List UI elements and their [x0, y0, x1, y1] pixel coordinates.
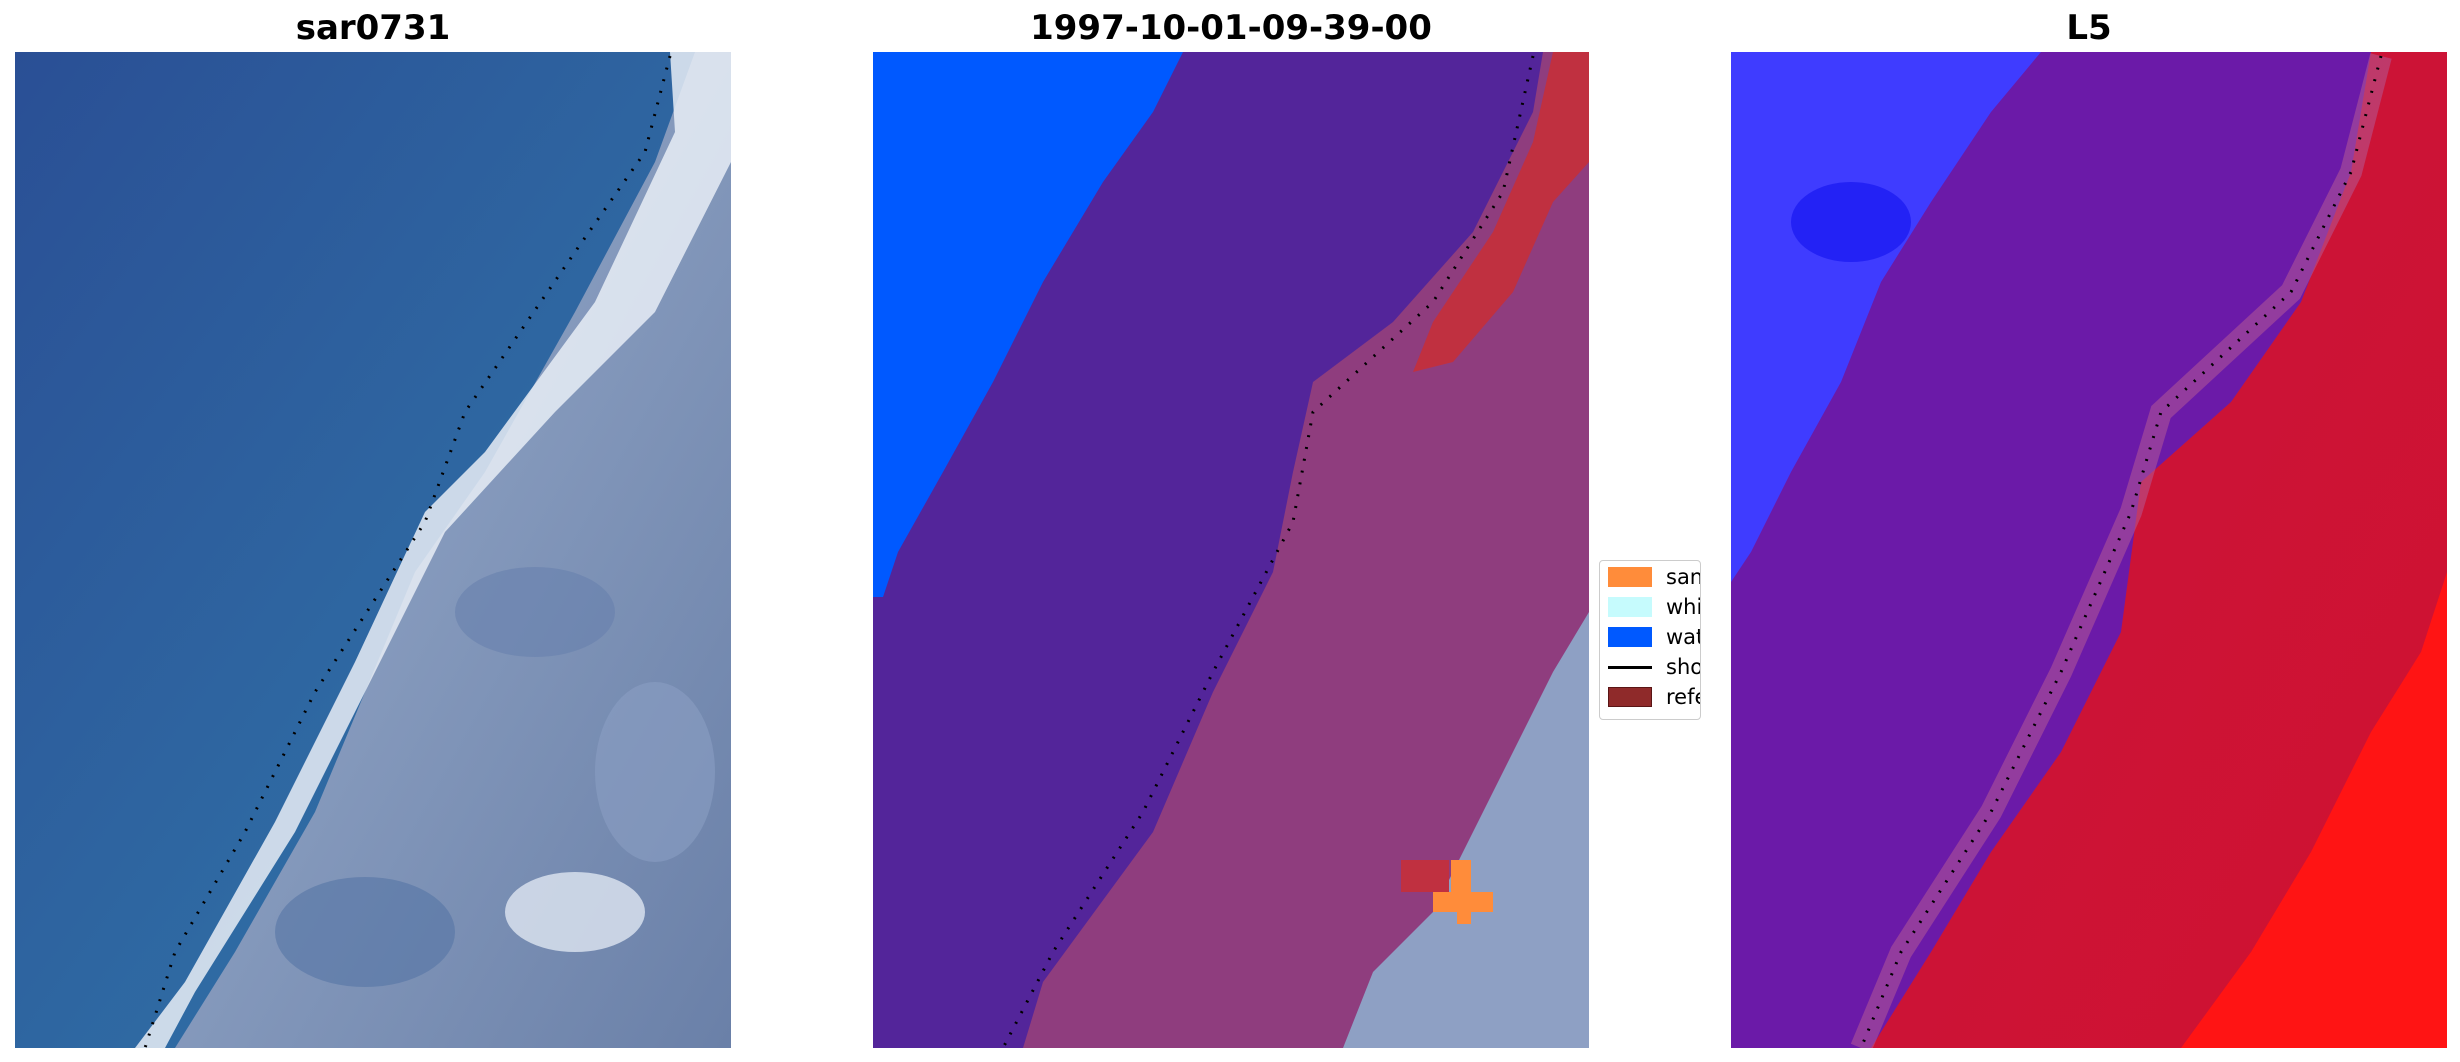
index-image-panel [1731, 52, 2447, 1048]
legend-item-sand: sand [1608, 565, 1700, 589]
index-image [1731, 52, 2447, 1048]
legend-item-water: water [1608, 625, 1700, 649]
legend-label: reference [1666, 685, 1700, 709]
legend-swatch-sand [1608, 567, 1652, 587]
rgb-image-panel [15, 52, 731, 1048]
legend-label: shoreline [1666, 655, 1700, 679]
classified-image [873, 52, 1589, 1048]
legend-label: sand [1666, 565, 1700, 589]
legend-line-shoreline [1608, 665, 1652, 669]
legend-item-shoreline: shoreline [1608, 655, 1700, 679]
legend-label: water [1666, 625, 1700, 649]
legend-swatch-reference [1608, 687, 1652, 707]
panel-title-rgb: sar0731 [295, 8, 451, 48]
legend-label: whitewater [1666, 595, 1700, 619]
legend-item-reference: reference [1608, 685, 1700, 709]
legend-swatch-water [1608, 627, 1652, 647]
legend-item-whitewater: whitewater [1608, 595, 1700, 619]
rgb-image [15, 52, 731, 1048]
legend-swatch-whitewater [1608, 597, 1652, 617]
panel-title-index: L5 [2066, 8, 2112, 48]
panel-title-classified: 1997-10-01-09-39-00 [1030, 8, 1432, 48]
classified-image-panel [873, 52, 1589, 1048]
legend: sand whitewater water shoreline referenc… [1599, 560, 1701, 720]
